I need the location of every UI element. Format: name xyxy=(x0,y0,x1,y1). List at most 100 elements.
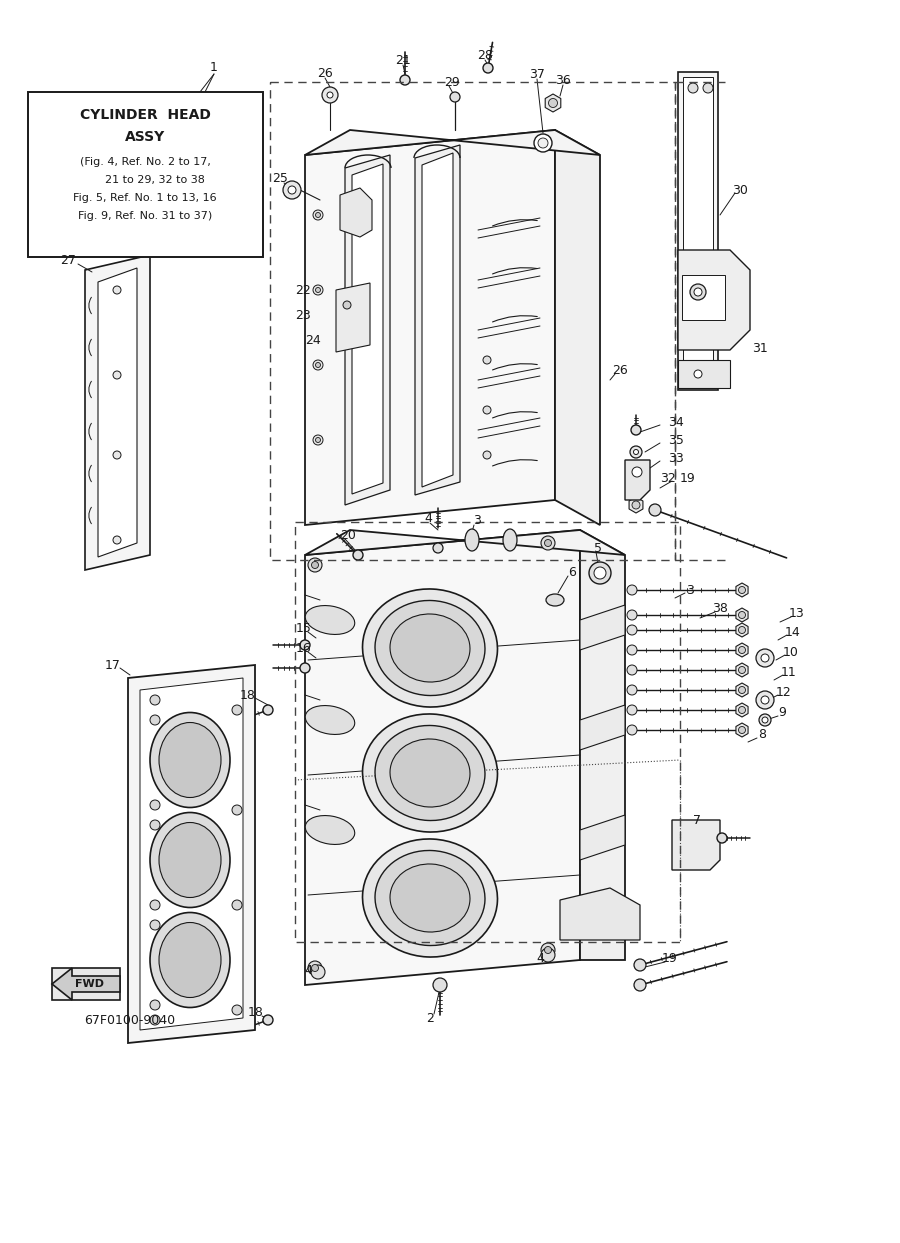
Polygon shape xyxy=(736,704,748,717)
Circle shape xyxy=(739,646,745,654)
Text: 3: 3 xyxy=(686,583,694,597)
Text: 31: 31 xyxy=(752,342,768,354)
Circle shape xyxy=(483,406,491,414)
Circle shape xyxy=(313,360,323,370)
Circle shape xyxy=(483,451,491,459)
Circle shape xyxy=(113,451,121,459)
Text: 7: 7 xyxy=(693,813,701,827)
Text: 28: 28 xyxy=(477,48,493,61)
Ellipse shape xyxy=(390,614,470,682)
Circle shape xyxy=(762,717,768,723)
Text: 14: 14 xyxy=(785,625,801,639)
Circle shape xyxy=(627,610,637,620)
Circle shape xyxy=(316,363,320,368)
Polygon shape xyxy=(682,275,725,319)
Text: ASSY: ASSY xyxy=(125,131,165,144)
Circle shape xyxy=(627,645,637,655)
Ellipse shape xyxy=(375,726,485,820)
Circle shape xyxy=(544,946,552,953)
Text: 67F0100-9040: 67F0100-9040 xyxy=(84,1013,176,1027)
Polygon shape xyxy=(305,131,600,155)
Ellipse shape xyxy=(375,600,485,696)
Circle shape xyxy=(288,186,296,194)
Polygon shape xyxy=(415,145,460,495)
Circle shape xyxy=(627,625,637,635)
Circle shape xyxy=(232,805,242,815)
Ellipse shape xyxy=(305,706,355,735)
Circle shape xyxy=(589,562,611,584)
Circle shape xyxy=(232,1006,242,1016)
Circle shape xyxy=(544,539,552,547)
Polygon shape xyxy=(683,77,713,385)
Circle shape xyxy=(113,370,121,379)
Circle shape xyxy=(756,649,774,667)
Circle shape xyxy=(316,287,320,292)
Text: 4: 4 xyxy=(304,963,312,977)
Text: 19: 19 xyxy=(680,471,696,485)
Circle shape xyxy=(308,558,322,572)
Ellipse shape xyxy=(305,815,355,844)
Polygon shape xyxy=(580,705,625,750)
Circle shape xyxy=(631,425,641,435)
Polygon shape xyxy=(305,530,625,556)
Polygon shape xyxy=(736,682,748,697)
Ellipse shape xyxy=(159,722,221,798)
Circle shape xyxy=(232,900,242,910)
Ellipse shape xyxy=(375,850,485,946)
Text: 25: 25 xyxy=(272,172,288,184)
Circle shape xyxy=(594,567,606,579)
Circle shape xyxy=(311,965,325,979)
Text: 23: 23 xyxy=(295,308,310,322)
Circle shape xyxy=(150,920,160,930)
Text: 13: 13 xyxy=(789,607,805,619)
Text: 19: 19 xyxy=(662,951,678,965)
Circle shape xyxy=(717,833,727,843)
Circle shape xyxy=(232,705,242,715)
Circle shape xyxy=(300,640,310,650)
Text: (Fig. 4, Ref. No. 2 to 17,: (Fig. 4, Ref. No. 2 to 17, xyxy=(79,157,211,167)
Text: 33: 33 xyxy=(668,451,684,465)
Circle shape xyxy=(739,612,745,619)
Text: 4: 4 xyxy=(536,951,544,965)
Polygon shape xyxy=(678,72,718,390)
Polygon shape xyxy=(625,460,650,500)
Polygon shape xyxy=(736,643,748,658)
Circle shape xyxy=(739,726,745,733)
Circle shape xyxy=(433,543,443,553)
Ellipse shape xyxy=(150,813,230,907)
Text: 11: 11 xyxy=(781,665,797,679)
Text: 27: 27 xyxy=(60,254,76,266)
Polygon shape xyxy=(128,665,255,1043)
Text: 15: 15 xyxy=(296,622,312,634)
Circle shape xyxy=(739,686,745,694)
Circle shape xyxy=(308,961,322,975)
Text: FWD: FWD xyxy=(76,979,104,989)
Circle shape xyxy=(627,585,637,595)
Polygon shape xyxy=(736,623,748,636)
Ellipse shape xyxy=(390,740,470,807)
Circle shape xyxy=(634,450,638,455)
Circle shape xyxy=(150,695,160,705)
Circle shape xyxy=(632,501,640,508)
Polygon shape xyxy=(336,283,370,352)
Circle shape xyxy=(313,285,323,295)
Circle shape xyxy=(450,92,460,102)
Ellipse shape xyxy=(363,839,498,957)
Circle shape xyxy=(688,83,698,93)
Text: 29: 29 xyxy=(444,76,460,88)
Circle shape xyxy=(548,98,557,107)
Text: 22: 22 xyxy=(295,283,310,297)
Text: 16: 16 xyxy=(296,641,312,655)
Circle shape xyxy=(649,503,661,516)
Circle shape xyxy=(313,210,323,220)
Text: 26: 26 xyxy=(317,66,333,80)
Text: 18: 18 xyxy=(240,689,256,701)
Text: 9: 9 xyxy=(778,706,786,718)
Polygon shape xyxy=(672,820,720,870)
Ellipse shape xyxy=(159,823,221,897)
Circle shape xyxy=(322,87,338,103)
Circle shape xyxy=(343,301,351,310)
Polygon shape xyxy=(555,131,600,525)
Circle shape xyxy=(300,663,310,672)
Polygon shape xyxy=(678,360,730,388)
